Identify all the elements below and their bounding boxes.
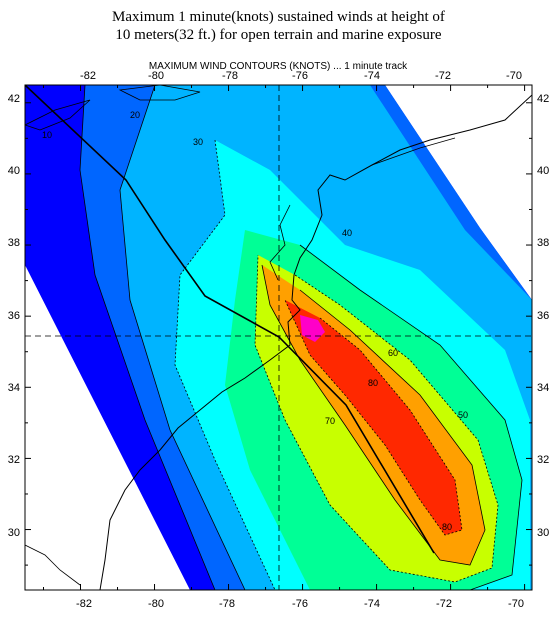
florida-coast: [25, 544, 81, 586]
contour-line-70: [261, 264, 486, 566]
contour-line-50: [299, 244, 523, 590]
y-tick-right-40: 40: [537, 165, 549, 177]
y-tick-right-30: 30: [537, 527, 549, 539]
contour-band-90plus: [300, 315, 325, 342]
contour-label-80: 80: [368, 378, 378, 388]
x-tick-top-74: -74: [364, 70, 380, 82]
y-tick-right-36: 36: [537, 310, 549, 322]
plot-frame: [24, 84, 533, 591]
x-tick-top-76: -76: [292, 70, 308, 82]
contour-line-20: [79, 85, 216, 590]
title-line-2: 10 meters(32 ft.) for open terrain and m…: [115, 27, 442, 43]
contour-layer: 10 20 30 40 50 60 70 80 80: [25, 85, 532, 590]
y-tick-left-40: 40: [8, 165, 20, 177]
y-tick-left-36: 36: [8, 310, 20, 322]
x-tick-bottom-70: -70: [508, 598, 524, 610]
y-tick-right-34: 34: [537, 382, 549, 394]
storm-track: [25, 85, 435, 554]
contour-label-20: 20: [130, 110, 140, 120]
y-tick-left-32: 32: [8, 454, 20, 466]
contour-line-30: [119, 85, 246, 590]
x-tick-bottom-76: -76: [292, 598, 308, 610]
contour-label-60: 60: [388, 348, 398, 358]
x-tick-bottom-72: -72: [436, 598, 452, 610]
contour-line-60: [254, 254, 499, 583]
y-tick-left-42: 42: [8, 93, 20, 105]
x-tick-top-78: -78: [222, 70, 238, 82]
y-tick-right-38: 38: [537, 237, 549, 249]
y-tick-left-30: 30: [8, 527, 20, 539]
map-subtitle: MAXIMUM WIND CONTOURS (KNOTS) ... 1 minu…: [149, 61, 408, 72]
contour-label-80-south: 80: [442, 522, 452, 532]
contour-band-80-90: [285, 300, 462, 535]
y-tick-right-42: 42: [537, 93, 549, 105]
x-tick-bottom-80: -80: [148, 598, 164, 610]
contour-label-70: 70: [325, 416, 335, 426]
y-tick-left-38: 38: [8, 237, 20, 249]
contour-label-50: 50: [458, 410, 468, 420]
chart-title: Maximum 1 minute(knots) sustained winds …: [0, 8, 557, 44]
y-tick-right-32: 32: [537, 454, 549, 466]
x-tick-bottom-78: -78: [219, 598, 235, 610]
y-tick-left-34: 34: [8, 382, 20, 394]
x-tick-bottom-74: -74: [364, 598, 380, 610]
lake-erie: [25, 99, 91, 131]
x-tick-bottom-82: -82: [76, 598, 92, 610]
x-tick-top-70: -70: [506, 70, 522, 82]
chesapeake-bay: [269, 204, 291, 281]
axis-ticks: [25, 85, 532, 590]
x-tick-top-80: -80: [148, 70, 164, 82]
contour-label-30: 30: [193, 137, 203, 147]
contour-label-10: 10: [42, 130, 52, 140]
lake-ontario: [118, 85, 201, 101]
contour-label-40: 40: [342, 228, 352, 238]
title-line-1: Maximum 1 minute(knots) sustained winds …: [112, 9, 445, 25]
coastline: [99, 94, 532, 590]
x-tick-top-72: -72: [435, 70, 451, 82]
x-tick-top-82: -82: [80, 70, 96, 82]
long-island: [371, 137, 456, 166]
contour-line-80: [284, 299, 463, 536]
